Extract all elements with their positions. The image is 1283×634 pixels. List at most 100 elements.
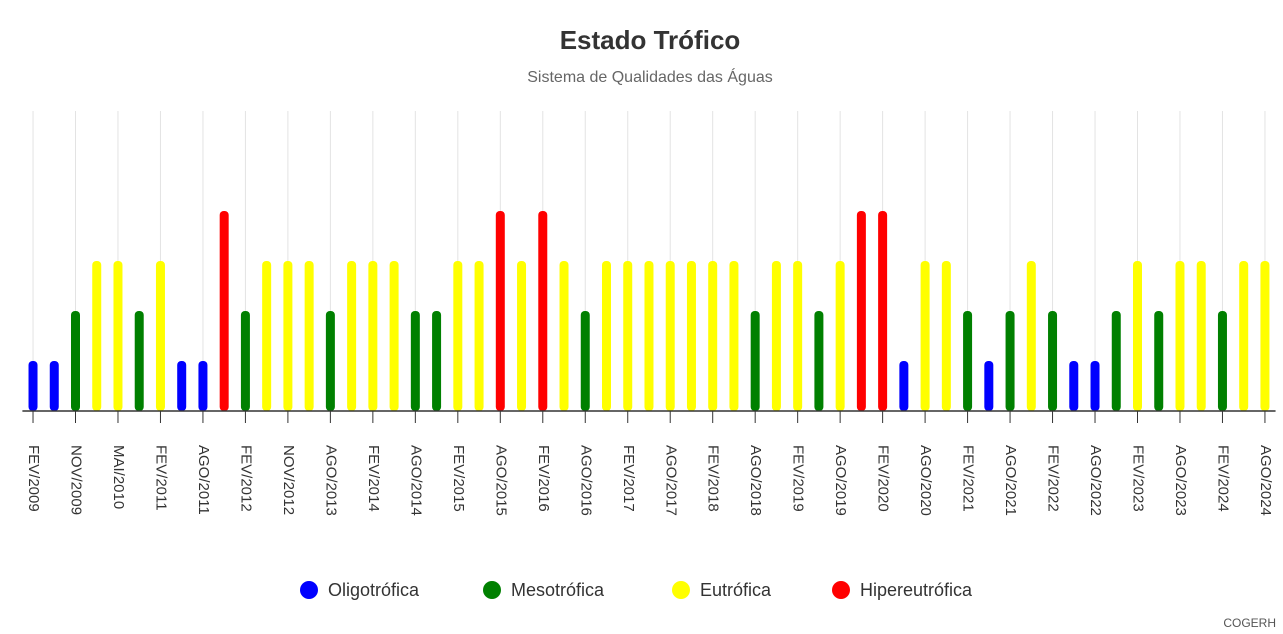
bar [1090, 361, 1100, 411]
x-tick-label: FEV/2014 [365, 445, 382, 512]
x-tick-label: AGO/2024 [1257, 445, 1274, 516]
bar [750, 311, 760, 411]
x-tick-label: FEV/2017 [620, 445, 637, 512]
bar [262, 261, 272, 411]
bar [984, 361, 994, 411]
x-tick-label: FEV/2009 [25, 445, 42, 512]
bar [1154, 311, 1164, 411]
bar [49, 361, 59, 411]
x-tick-label: AGO/2021 [1002, 445, 1019, 516]
bar [686, 261, 696, 411]
bar [920, 261, 930, 411]
bar [1196, 261, 1206, 411]
bar [835, 261, 845, 411]
bar [517, 261, 527, 411]
bar [941, 261, 951, 411]
bar [304, 261, 314, 411]
legend-swatch [300, 581, 318, 599]
x-tick-label: FEV/2019 [790, 445, 807, 512]
bar [474, 261, 484, 411]
bar [368, 261, 378, 411]
legend-label: Mesotrófica [511, 580, 605, 600]
bar [71, 311, 80, 411]
bar [347, 261, 357, 411]
bar [1111, 311, 1121, 411]
x-tick-label: AGO/2013 [322, 445, 339, 516]
legend-swatch [832, 581, 850, 599]
bar [814, 311, 824, 411]
bar [1005, 311, 1015, 411]
bar [240, 311, 250, 411]
bar [283, 261, 293, 411]
bar [644, 261, 654, 411]
x-tick-label: AGO/2019 [832, 445, 849, 516]
bar [155, 261, 165, 411]
bar [113, 261, 123, 411]
x-tick-label: AGO/2020 [917, 445, 934, 516]
bar [198, 361, 208, 411]
bar [771, 261, 781, 411]
bar [665, 261, 675, 411]
x-tick-label: FEV/2023 [1130, 445, 1147, 512]
bar [1026, 261, 1036, 411]
chart-title: Estado Trófico [560, 25, 741, 55]
bar [602, 261, 611, 411]
bar [729, 261, 739, 411]
bar [1048, 311, 1058, 411]
x-tick-label: AGO/2017 [662, 445, 679, 516]
legend-label: Oligotrófica [328, 580, 420, 600]
x-tick-label: AGO/2023 [1172, 445, 1189, 516]
bar [856, 211, 866, 411]
bar [432, 311, 442, 411]
bar [623, 261, 633, 411]
x-tick-label: AGO/2011 [195, 445, 212, 515]
bar [410, 311, 420, 411]
x-tick-label: AGO/2016 [577, 445, 594, 516]
x-tick-label: NOV/2009 [68, 445, 85, 515]
bar [1133, 261, 1142, 411]
credit: COGERH [1223, 616, 1276, 630]
x-tick-label: FEV/2021 [960, 445, 977, 512]
legend-swatch [672, 581, 690, 599]
x-tick-label: AGO/2022 [1087, 445, 1104, 516]
x-tick-label: AGO/2018 [747, 445, 764, 516]
x-tick-label: FEV/2012 [237, 445, 254, 512]
x-tick-label: FEV/2011 [152, 445, 169, 511]
x-tick-label: FEV/2022 [1045, 445, 1062, 512]
legend-label: Hipereutrófica [860, 580, 973, 600]
bar [559, 261, 569, 411]
bar [325, 311, 335, 411]
bar [219, 211, 229, 411]
bar [793, 261, 803, 411]
bar [92, 261, 102, 411]
bar [580, 311, 590, 411]
bar [1217, 311, 1227, 411]
bar [389, 261, 399, 411]
x-tick-label: NOV/2012 [280, 445, 297, 515]
chart-subtitle: Sistema de Qualidades das Águas [527, 67, 772, 86]
bar [963, 311, 973, 411]
bar [177, 361, 187, 411]
bar [708, 261, 718, 411]
x-tick-label: FEV/2018 [705, 445, 722, 512]
x-tick-label: FEV/2016 [535, 445, 552, 512]
x-tick-label: AGO/2014 [407, 445, 424, 516]
bar [1239, 261, 1249, 411]
bar [28, 361, 38, 411]
x-tick-label: FEV/2024 [1214, 445, 1231, 512]
x-tick-label: FEV/2015 [450, 445, 467, 512]
bar [1069, 361, 1079, 411]
bar [1175, 261, 1185, 411]
x-tick-label: MAI/2010 [110, 445, 127, 509]
bar [878, 211, 888, 411]
bar [134, 311, 144, 411]
bar [1260, 261, 1270, 411]
x-tick-label: AGO/2015 [492, 445, 509, 516]
bar [453, 261, 463, 411]
bar [538, 211, 548, 411]
bar [495, 211, 505, 411]
legend-swatch [483, 581, 501, 599]
legend-label: Eutrófica [700, 580, 772, 600]
